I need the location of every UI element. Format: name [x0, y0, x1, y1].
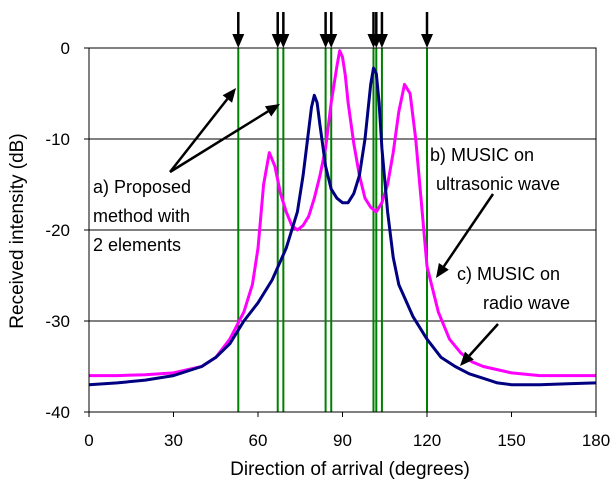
annotation-a-arrow-1 — [169, 88, 236, 173]
annotation-c-line2: radio wave — [483, 293, 570, 313]
x-tick-label: 120 — [413, 431, 441, 450]
annotation-b-arrow — [436, 193, 495, 278]
y-tick-label: -20 — [45, 221, 70, 240]
top-spike-arrow — [375, 12, 388, 48]
radio-music-line — [88, 66, 597, 387]
x-tick-label: 0 — [84, 431, 93, 450]
top-spike-arrow — [232, 12, 245, 48]
y-tick-label: -40 — [45, 403, 70, 422]
annotation-a-line1: a) Proposed — [93, 177, 191, 197]
top-spike-arrow — [277, 12, 290, 48]
annotation-a-line2: method with — [93, 206, 190, 226]
annotation-a-line3: 2 elements — [93, 235, 181, 255]
y-axis-title: Received intensity (dB) — [7, 133, 28, 328]
annotation-a-arrow-2 — [169, 104, 280, 174]
top-spike-arrow — [325, 12, 338, 48]
axis-ticks: 0 30 60 90 120 150 180 0 -10 -20 -30 -40 — [45, 39, 610, 450]
x-axis-title: Direction of arrival (degrees) — [230, 459, 470, 479]
arrows — [169, 12, 499, 366]
x-tick-label: 150 — [497, 431, 525, 450]
y-tick-label: -30 — [45, 312, 70, 331]
y-tick-label: 0 — [61, 39, 70, 58]
gridlines — [89, 138, 596, 322]
ultrasonic-music-line — [89, 49, 596, 378]
x-tick-label: 30 — [164, 431, 183, 450]
top-spike-arrow — [421, 12, 433, 48]
x-tick-label: 180 — [582, 431, 610, 450]
x-tick-label: 90 — [333, 431, 352, 450]
y-tick-label: -10 — [45, 130, 70, 149]
annotation-c-arrow — [460, 323, 499, 366]
annotation-b-line2: ultrasonic wave — [436, 174, 560, 194]
annotation-c-line1: c) MUSIC on — [457, 264, 560, 284]
series-lines — [88, 49, 597, 387]
x-tick-label: 60 — [249, 431, 268, 450]
annotation-b-line1: b) MUSIC on — [430, 145, 534, 165]
